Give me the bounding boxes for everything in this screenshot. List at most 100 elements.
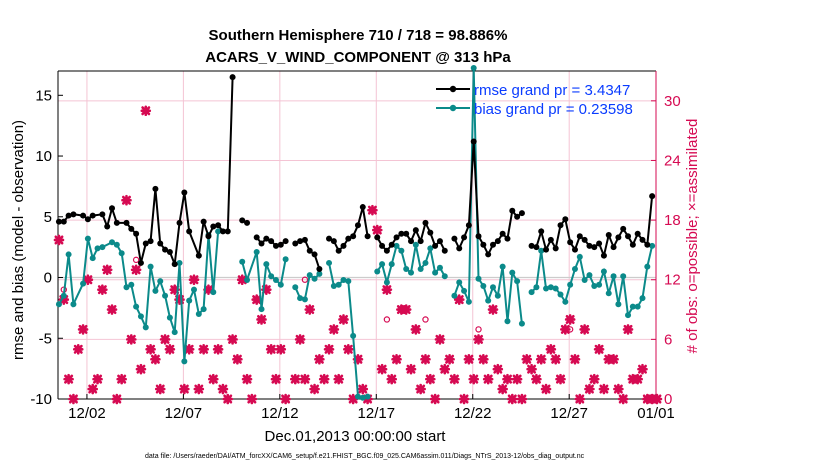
obs-assimilated-marker — [236, 274, 248, 286]
obs-assimilated-marker — [405, 363, 417, 375]
bias-point — [147, 263, 154, 270]
obs-assimilated-marker — [545, 344, 557, 355]
bias-point — [412, 241, 419, 248]
chart-title: Southern Hemisphere 710 / 718 = 98.886% — [209, 27, 508, 44]
bias-point — [94, 245, 101, 252]
x-tick-label: 01/01 — [637, 405, 675, 422]
rmse-point — [157, 240, 164, 247]
bias-point — [181, 358, 188, 365]
bias-point — [80, 280, 87, 287]
obs-assimilated-marker — [314, 353, 325, 365]
bias-point — [605, 290, 612, 297]
y-axis-label-right: # of obs: o=possible; ×=assimilated — [684, 119, 701, 354]
bias-point — [499, 263, 506, 270]
obs-assimilated-marker — [497, 383, 508, 395]
rmse-point — [326, 235, 333, 242]
obs-assimilated-marker — [193, 383, 205, 395]
obs-assimilated-marker — [588, 373, 600, 385]
bias-point — [543, 285, 550, 292]
bias-point — [398, 247, 405, 254]
legend-rmse-marker — [449, 85, 457, 93]
obs-assimilated-marker — [521, 353, 533, 365]
rmse-point — [417, 238, 424, 245]
bias-point — [137, 313, 144, 320]
bias-point — [634, 303, 641, 310]
rmse-point — [340, 242, 347, 249]
bias-point — [547, 284, 554, 291]
bias-point — [297, 295, 304, 302]
rmse-point — [239, 217, 246, 224]
rmse-point — [441, 247, 448, 254]
obs-assimilated-marker — [82, 274, 94, 286]
bias-point — [152, 287, 159, 294]
rmse-point — [451, 235, 458, 242]
obs-assimilated-marker — [222, 393, 234, 405]
rmse-point — [543, 246, 550, 253]
rmse-point — [80, 212, 87, 219]
bias-point — [244, 276, 251, 283]
obs-assimilated-marker — [516, 393, 528, 405]
bias-point — [567, 281, 574, 288]
obs-assimilated-marker — [391, 353, 402, 365]
bias-point — [649, 242, 656, 249]
obs-assimilated-marker — [150, 353, 161, 365]
obs-assimilated-marker — [425, 373, 436, 385]
bias-point — [388, 261, 395, 268]
rmse-point — [277, 241, 284, 248]
rmse-point — [475, 233, 482, 240]
obs-assimilated-marker — [535, 353, 547, 365]
rmse-point — [576, 233, 583, 240]
rmse-point — [142, 240, 149, 247]
obs-assimilated-marker — [617, 393, 629, 405]
bias-point — [335, 281, 342, 288]
rmse-point — [567, 239, 574, 246]
obs-assimilated-marker — [270, 373, 282, 385]
obs-assimilated-marker — [58, 294, 70, 305]
bias-point — [625, 312, 632, 319]
rmse-point — [610, 244, 617, 251]
rmse-point — [224, 228, 231, 235]
obs-assimilated-marker — [531, 373, 542, 385]
obs-assimilated-marker — [487, 304, 499, 315]
bias-point — [509, 269, 516, 276]
bias-point — [571, 266, 578, 273]
chart-subtitle: ACARS_V_WIND_COMPONENT @ 313 hPa — [205, 49, 511, 66]
rmse-point — [456, 245, 463, 252]
rmse-point — [364, 233, 371, 240]
bias-point — [268, 273, 275, 280]
obs-assimilated-marker — [256, 314, 267, 325]
bias-point — [157, 278, 164, 285]
bias-point — [364, 393, 371, 400]
bias-point — [345, 278, 352, 285]
obs-assimilated-marker — [613, 383, 624, 395]
obs-assimilated-marker — [381, 284, 393, 295]
obs-assimilated-marker — [198, 344, 209, 355]
bias-point — [557, 291, 564, 298]
rmse-point — [615, 234, 622, 241]
obs-assimilated-marker — [92, 373, 103, 385]
rmse-point — [403, 230, 410, 237]
bias-point — [596, 281, 603, 288]
bias-point — [326, 259, 333, 266]
obs-assimilated-marker — [130, 264, 142, 276]
bias-point — [359, 394, 366, 401]
bias-point — [432, 269, 439, 276]
rmse-point — [297, 238, 304, 245]
obs-assimilated-marker — [579, 324, 590, 335]
bias-point — [562, 298, 569, 305]
bias-point — [330, 283, 337, 290]
rmse-point — [470, 138, 477, 145]
obs-assimilated-marker — [637, 363, 648, 375]
obs-assimilated-marker — [473, 334, 484, 345]
obs-assimilated-marker — [251, 294, 262, 305]
obs-assimilated-marker — [241, 373, 253, 385]
rmse-point — [538, 228, 545, 235]
y-tick-label-right: 6 — [664, 331, 672, 348]
obs-assimilated-marker — [207, 373, 219, 385]
bias-point — [301, 296, 308, 303]
bias-point — [629, 303, 636, 310]
rmse-point — [644, 241, 651, 248]
rmse-point — [113, 219, 120, 226]
rmse-point — [634, 230, 641, 237]
